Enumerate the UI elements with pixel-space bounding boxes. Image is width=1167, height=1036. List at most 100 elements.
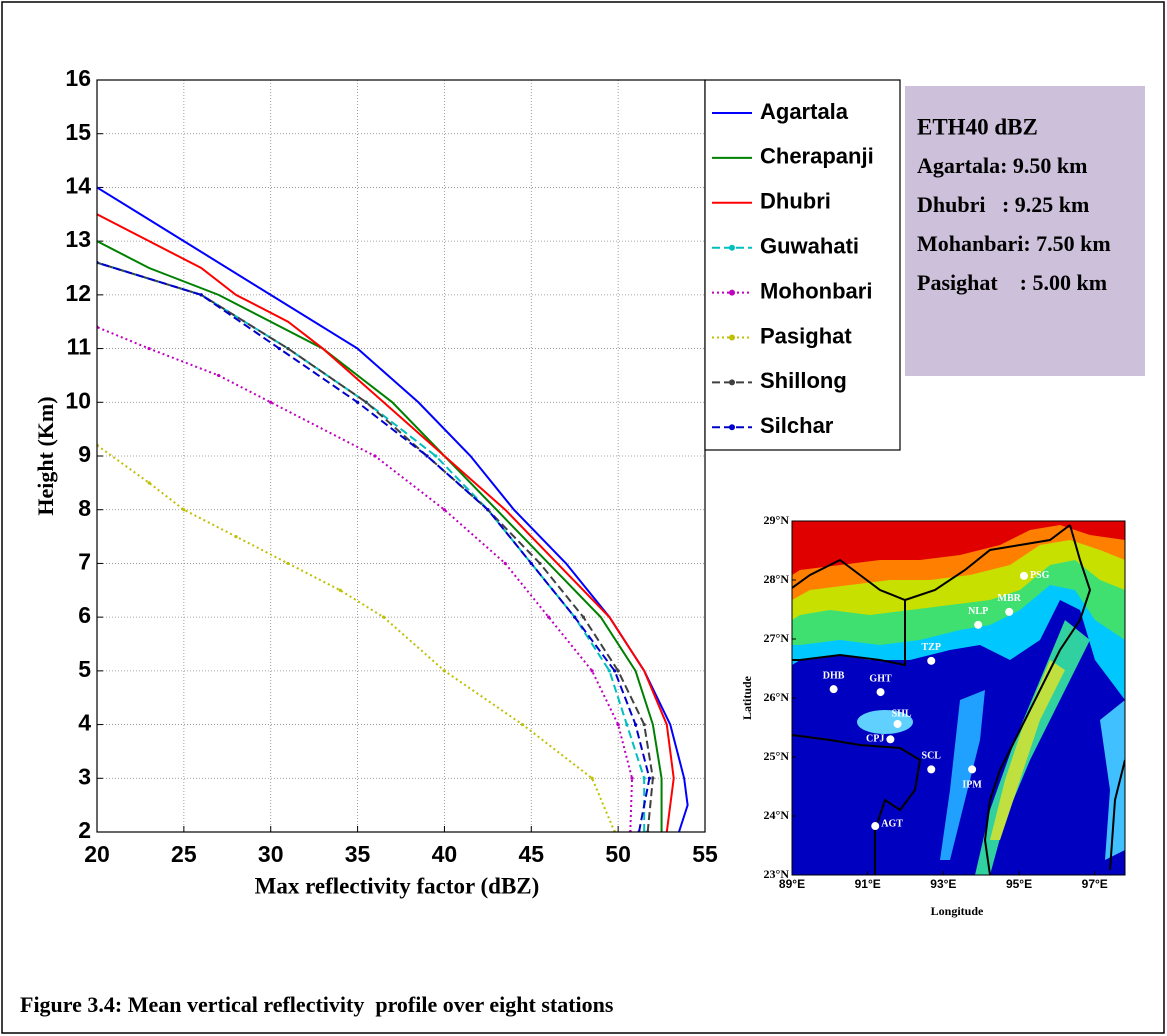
data-point — [443, 508, 446, 511]
y-tick-label: 7 — [78, 549, 91, 575]
station-label: MBR — [998, 593, 1022, 604]
map-x-tick-label: 93°E — [930, 877, 956, 891]
map-y-tick-label: 28°N — [764, 572, 790, 586]
station-label: AGT — [881, 818, 903, 829]
legend-label: Cherapanji — [760, 144, 874, 169]
map-x-label: Longitude — [931, 904, 984, 918]
x-axis-label: Max reflectivity factor (dBZ) — [255, 873, 540, 898]
data-point — [382, 616, 385, 619]
data-point — [339, 589, 342, 592]
map-y-tick-label: 27°N — [764, 631, 790, 645]
annotation-line: Mohanbari: 7.50 km — [917, 231, 1111, 256]
legend-label: Shillong — [760, 368, 847, 393]
legend-marker — [729, 335, 735, 341]
map-y-tick-label: 23°N — [764, 867, 790, 881]
data-point — [643, 723, 646, 726]
x-tick-label: 35 — [345, 841, 371, 867]
y-tick-label: 10 — [65, 387, 91, 413]
legend-marker — [729, 379, 735, 385]
data-point — [634, 723, 637, 726]
map-y-tick-label: 25°N — [764, 749, 790, 763]
y-tick-label: 15 — [65, 119, 91, 145]
station-label: TZP — [922, 642, 941, 653]
map-image — [792, 521, 1125, 875]
y-tick-label: 16 — [65, 65, 91, 91]
data-point — [286, 562, 289, 565]
series-line — [97, 214, 674, 832]
x-tick-label: 30 — [258, 841, 284, 867]
data-point — [365, 401, 368, 404]
station — [974, 621, 982, 629]
station-label: IPM — [962, 780, 982, 791]
station — [894, 720, 902, 728]
station-label: CPJ — [866, 734, 884, 745]
annotation-line: Agartala: 9.50 km — [917, 153, 1087, 178]
data-point — [547, 616, 550, 619]
data-point — [200, 293, 203, 296]
y-tick-label: 9 — [78, 441, 91, 467]
annotation-line: Pasighat : 5.00 km — [917, 270, 1107, 295]
legend-marker — [729, 290, 735, 296]
series-line — [97, 263, 644, 832]
y-tick-label: 12 — [65, 280, 91, 306]
data-point — [630, 777, 633, 780]
data-point — [613, 669, 616, 672]
data-point — [651, 777, 654, 780]
x-tick-label: 25 — [171, 841, 197, 867]
map-y-tick-label: 24°N — [764, 808, 790, 822]
data-point — [373, 454, 376, 457]
station — [1005, 608, 1013, 616]
data-point — [234, 535, 237, 538]
data-point — [530, 562, 533, 565]
series-line — [97, 263, 653, 832]
y-tick-label: 11 — [67, 334, 92, 360]
data-point — [582, 616, 585, 619]
y-tick-label: 13 — [65, 226, 91, 252]
station-label: SHL — [892, 708, 912, 719]
station-label: GHT — [869, 673, 892, 684]
map-x-tick-label: 91°E — [855, 877, 881, 891]
data-point — [443, 669, 446, 672]
data-point — [269, 401, 272, 404]
x-tick-label: 45 — [518, 841, 544, 867]
x-tick-label: 55 — [692, 841, 718, 867]
data-point — [278, 347, 281, 350]
caption: Figure 3.4: Mean vertical reflectivity p… — [20, 992, 614, 1017]
data-point — [625, 723, 628, 726]
legend-marker — [729, 424, 735, 430]
data-point — [643, 777, 646, 780]
legend-label: Silchar — [760, 413, 834, 438]
map-x-tick-label: 95°E — [1006, 877, 1032, 891]
data-point — [425, 454, 428, 457]
station — [877, 688, 885, 696]
station — [871, 822, 879, 830]
legend-label: Dhubri — [760, 189, 831, 214]
annotation-line: Dhubri : 9.25 km — [917, 192, 1089, 217]
station — [1020, 572, 1028, 580]
y-axis-label: Height (Km) — [33, 396, 58, 515]
series-line — [97, 241, 662, 832]
series-line — [97, 263, 649, 832]
data-point — [148, 481, 151, 484]
data-point — [148, 347, 151, 350]
y-tick-label: 8 — [78, 495, 91, 521]
data-point — [573, 616, 576, 619]
y-tick-label: 5 — [78, 656, 91, 682]
data-point — [648, 777, 651, 780]
station-label: SCL — [922, 751, 942, 762]
station-label: NLP — [968, 606, 988, 617]
station — [886, 735, 894, 743]
legend-label: Mohonbari — [760, 278, 872, 303]
data-point — [504, 562, 507, 565]
station — [927, 657, 935, 665]
data-point — [590, 777, 593, 780]
station-label: PSG — [1030, 570, 1050, 581]
y-tick-label: 14 — [65, 173, 91, 199]
x-tick-label: 50 — [605, 841, 631, 867]
x-tick-label: 20 — [84, 841, 110, 867]
map-y-label: Latitude — [740, 675, 754, 720]
legend-box — [705, 80, 900, 450]
series-line — [97, 445, 615, 832]
data-point — [617, 723, 620, 726]
data-point — [590, 669, 593, 672]
